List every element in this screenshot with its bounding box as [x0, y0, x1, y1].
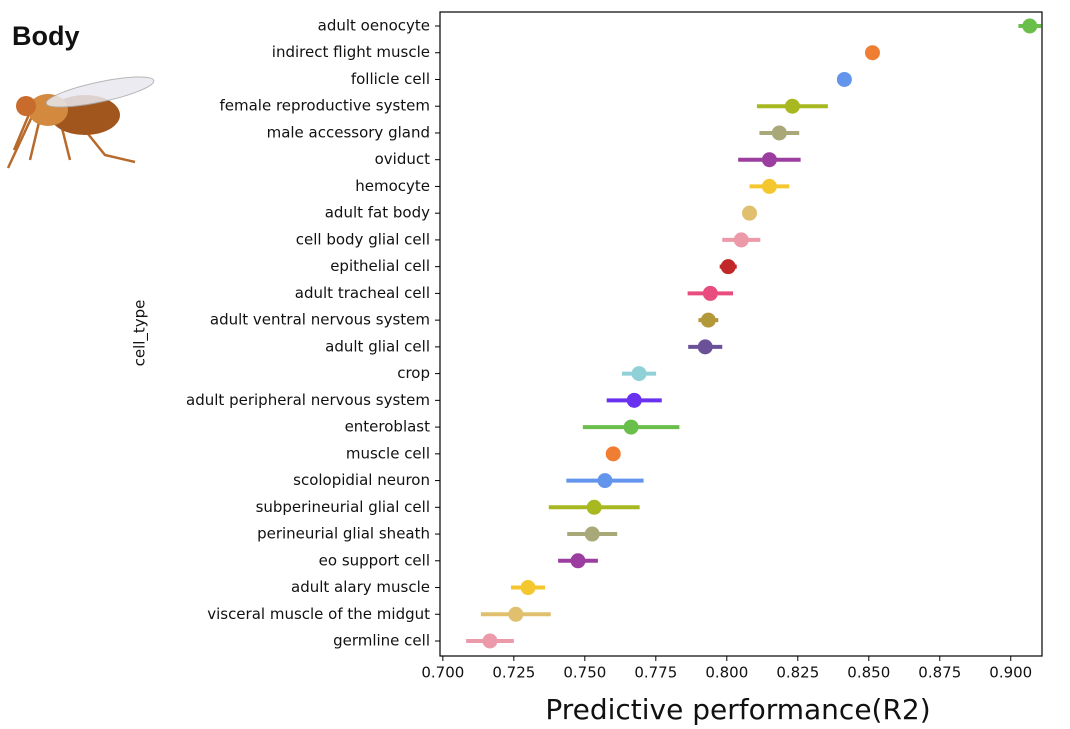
plot-frame [439, 11, 1043, 657]
y-tick-label: visceral muscle of the midgut [207, 605, 430, 623]
dot [761, 178, 777, 194]
y-tick-label: indirect flight muscle [272, 43, 430, 61]
y-tick-label: enteroblast [345, 418, 431, 436]
y-tick-label: perineurial glial sheath [257, 525, 430, 543]
y-tick-label: oviduct [375, 150, 430, 168]
y-tick-label: follicle cell [351, 70, 430, 88]
x-tick-label: 0.775 [634, 664, 677, 682]
y-tick-label: adult oenocyte [318, 17, 430, 35]
y-axis-label: cell_type [131, 300, 150, 367]
y-tick-label: scolopidial neuron [293, 471, 430, 489]
fly-icon [6, 76, 155, 169]
y-tick-label: hemocyte [355, 177, 430, 195]
x-tick-label: 0.800 [705, 664, 748, 682]
dot [1022, 18, 1038, 34]
chart-title: Body [12, 21, 80, 51]
dot [597, 473, 613, 489]
y-tick-label: adult alary muscle [291, 578, 430, 596]
y-tick-label: muscle cell [346, 444, 430, 462]
dot [482, 633, 498, 649]
dot [570, 553, 586, 569]
dot [836, 71, 852, 87]
y-tick-label: subperineurial glial cell [256, 498, 430, 516]
dot [623, 419, 639, 435]
y-tick-label: cell body glial cell [296, 230, 430, 248]
y-tick-label: eo support cell [319, 551, 430, 569]
dot [733, 232, 749, 248]
dot [584, 526, 600, 542]
y-tick-label: adult peripheral nervous system [186, 391, 430, 409]
x-tick-label: 0.900 [989, 664, 1032, 682]
dot [784, 98, 800, 114]
x-tick-label: 0.875 [918, 664, 961, 682]
dot [697, 339, 713, 355]
y-tick-label: female reproductive system [219, 97, 430, 115]
y-tick-label: crop [397, 364, 430, 382]
dot [761, 152, 777, 168]
dot [702, 285, 718, 301]
x-axis-label: Predictive performance(R2) [545, 693, 930, 726]
y-tick-label: germline cell [333, 632, 430, 650]
x-tick-label: 0.700 [421, 664, 464, 682]
y-tick-label: adult ventral nervous system [210, 311, 430, 329]
dot [700, 312, 716, 328]
dot [586, 499, 602, 515]
dot [508, 606, 524, 622]
y-tick-label: male accessory gland [267, 123, 430, 141]
dot [631, 366, 647, 382]
dot [771, 125, 787, 141]
y-tick-label: adult fat body [325, 204, 430, 222]
dot [720, 259, 736, 275]
y-tick-label: epithelial cell [330, 257, 430, 275]
x-tick-label: 0.825 [776, 664, 819, 682]
dot [864, 45, 880, 61]
x-tick-label: 0.725 [492, 664, 535, 682]
x-tick-label: 0.850 [847, 664, 890, 682]
dot [520, 580, 536, 596]
dot [605, 446, 621, 462]
dot [626, 392, 642, 408]
dot [742, 205, 758, 221]
x-tick-label: 0.750 [563, 664, 606, 682]
y-tick-label: adult glial cell [325, 337, 430, 355]
y-tick-label: adult tracheal cell [295, 284, 430, 302]
